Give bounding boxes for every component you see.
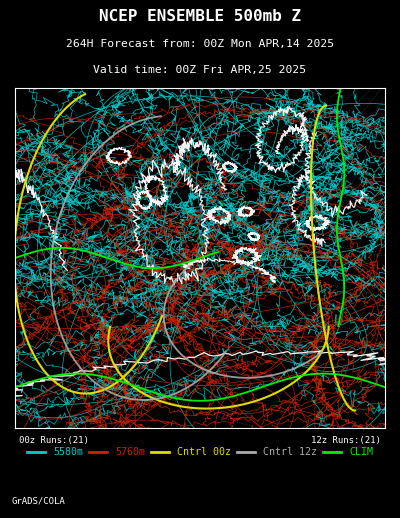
Text: GrADS/COLA: GrADS/COLA [12,496,66,505]
Text: 264H Forecast from: 00Z Mon APR,14 2025: 264H Forecast from: 00Z Mon APR,14 2025 [66,39,334,49]
Text: 00z Runs:(21): 00z Runs:(21) [19,437,88,445]
Text: Valid time: 00Z Fri APR,25 2025: Valid time: 00Z Fri APR,25 2025 [94,65,306,75]
Text: 12z Runs:(21): 12z Runs:(21) [312,437,381,445]
Legend: 5580m, 5760m, Cntrl 00z, Cntrl 12z, CLIM: 5580m, 5760m, Cntrl 00z, Cntrl 12z, CLIM [23,443,377,462]
Text: NCEP ENSEMBLE 500mb Z: NCEP ENSEMBLE 500mb Z [99,9,301,24]
